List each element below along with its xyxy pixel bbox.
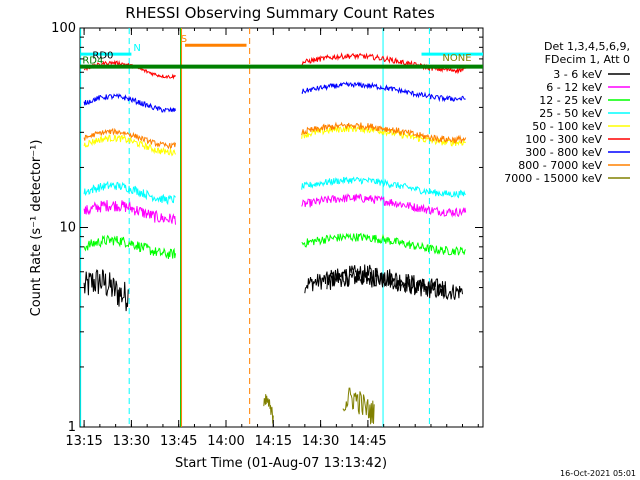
y-tick-label: 100 bbox=[51, 21, 76, 36]
series-trace bbox=[83, 234, 176, 259]
legend-label: 12 - 25 keV bbox=[539, 94, 602, 107]
legend-label: 300 - 800 keV bbox=[525, 146, 602, 159]
generated-timestamp: 16-Oct-2021 05:01 bbox=[560, 469, 636, 478]
marker-lines-layer bbox=[80, 28, 430, 427]
series-trace bbox=[263, 394, 274, 424]
series-trace bbox=[301, 52, 466, 75]
x-tick-label: 13:15 bbox=[65, 434, 102, 449]
x-tick-label: 14:45 bbox=[349, 434, 386, 449]
series-trace bbox=[83, 93, 176, 113]
series-trace bbox=[326, 264, 448, 300]
plot-frame bbox=[79, 27, 484, 428]
legend-header: Det 1,3,4,5,6,9, bbox=[544, 40, 630, 53]
legend-label: 25 - 50 keV bbox=[539, 107, 602, 120]
annotation-label: N bbox=[133, 43, 140, 54]
legend: Det 1,3,4,5,6,9,FDecim 1, Att 0 3 - 6 keV… bbox=[504, 40, 630, 185]
x-axis-label: Start Time (01-Aug-07 13:13:42) bbox=[175, 456, 387, 471]
x-tick-label: 14:15 bbox=[255, 434, 292, 449]
x-tick-label: 14:00 bbox=[207, 434, 244, 449]
legend-label: 6 - 12 keV bbox=[546, 81, 602, 94]
series-25-50-kev bbox=[83, 176, 466, 206]
annotation-label: RD0 bbox=[92, 50, 113, 61]
series-trace bbox=[83, 200, 176, 225]
axes-layer: 13:15 13:30 13:45 14:00 14:15 14:30 14:45 1 10 10… bbox=[51, 21, 483, 449]
series-trace bbox=[301, 232, 467, 256]
y-axis-label: Count Rate (s⁻¹ detector⁻¹) bbox=[29, 140, 44, 317]
series-6-12-kev bbox=[83, 193, 467, 225]
legend-label: 7000 - 15000 keV bbox=[504, 172, 602, 185]
series-trace bbox=[83, 134, 176, 157]
legend-label: 100 - 300 keV bbox=[525, 133, 602, 146]
series-trace bbox=[301, 176, 466, 199]
annotation-label: NONE bbox=[442, 53, 471, 64]
y-tick-label: 10 bbox=[59, 221, 76, 236]
series-trace bbox=[83, 127, 176, 150]
y-tick-label: 1 bbox=[68, 420, 76, 435]
legend-label: 50 - 100 keV bbox=[532, 120, 602, 133]
series-7000-15000-kev bbox=[263, 387, 375, 425]
x-tick-label: 13:45 bbox=[160, 434, 197, 449]
chart-title: RHESSI Observing Summary Count Rates bbox=[125, 4, 435, 22]
legend-label: 800 - 7000 keV bbox=[518, 159, 602, 172]
series-3-6-kev bbox=[83, 264, 463, 312]
series-trace bbox=[83, 180, 176, 206]
x-tick-label: 13:30 bbox=[113, 434, 150, 449]
x-tick-label: 14:30 bbox=[302, 434, 339, 449]
series-800-7000-kev bbox=[83, 121, 467, 150]
series-trace bbox=[301, 193, 467, 218]
series-12-25-kev bbox=[83, 232, 467, 259]
legend-header: FDecim 1, Att 0 bbox=[545, 53, 630, 66]
series-trace bbox=[83, 269, 129, 312]
series-300-800-kev bbox=[83, 81, 466, 113]
series-trace bbox=[301, 121, 467, 144]
legend-label: 3 - 6 keV bbox=[553, 68, 602, 81]
annotation-label: S bbox=[181, 34, 187, 45]
series-trace bbox=[342, 387, 375, 425]
annotation-label: RD4 bbox=[82, 56, 103, 67]
series-trace bbox=[301, 81, 466, 103]
